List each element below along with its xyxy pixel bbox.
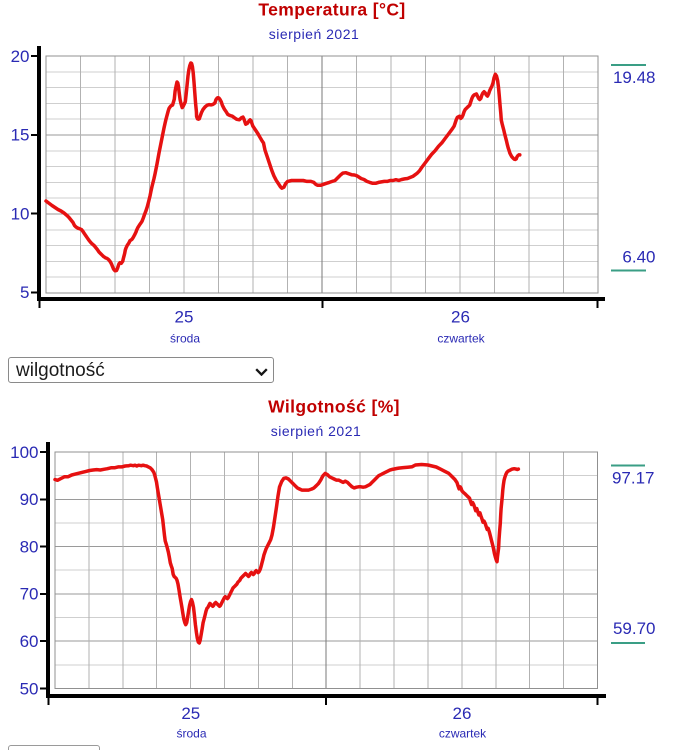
svg-text:97.17: 97.17: [612, 469, 655, 488]
svg-text:80: 80: [20, 537, 39, 556]
svg-text:sierpień 2021: sierpień 2021: [269, 26, 360, 42]
svg-text:50: 50: [20, 679, 39, 698]
svg-text:90: 90: [20, 490, 39, 509]
svg-text:19.48: 19.48: [613, 68, 656, 87]
svg-text:26: 26: [453, 704, 472, 723]
svg-text:25: 25: [181, 704, 200, 723]
svg-text:26: 26: [451, 308, 470, 327]
svg-text:60: 60: [20, 632, 39, 651]
svg-text:6.40: 6.40: [622, 248, 655, 267]
svg-text:środa: środa: [176, 727, 206, 741]
svg-text:czwartek: czwartek: [437, 332, 485, 346]
svg-text:10: 10: [11, 204, 30, 223]
svg-text:sierpień 2021: sierpień 2021: [271, 423, 362, 439]
svg-text:5: 5: [20, 283, 29, 302]
svg-text:59.70: 59.70: [613, 619, 656, 638]
svg-text:15: 15: [11, 126, 30, 145]
svg-text:100: 100: [10, 443, 38, 462]
svg-text:Temperatura [°C]: Temperatura [°C]: [258, 0, 405, 20]
svg-text:Wilgotność [%]: Wilgotność [%]: [268, 397, 400, 417]
svg-text:70: 70: [20, 585, 39, 604]
svg-text:środa: środa: [170, 332, 200, 346]
svg-text:czwartek: czwartek: [439, 727, 487, 741]
svg-text:25: 25: [175, 308, 194, 327]
svg-text:20: 20: [11, 47, 30, 66]
